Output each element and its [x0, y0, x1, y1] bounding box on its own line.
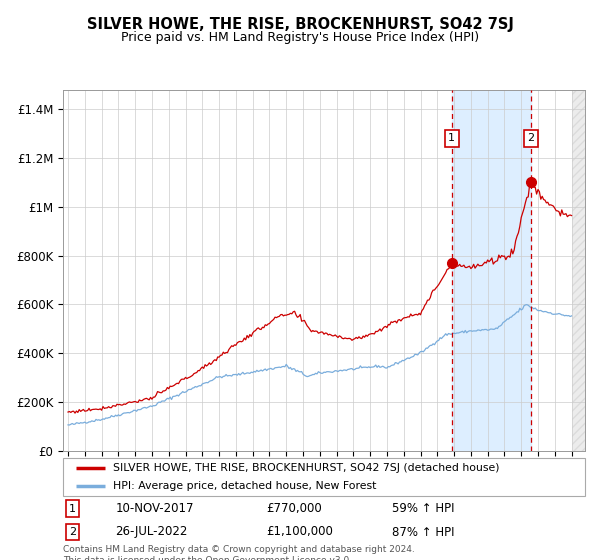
Text: SILVER HOWE, THE RISE, BROCKENHURST, SO42 7SJ (detached house): SILVER HOWE, THE RISE, BROCKENHURST, SO4…	[113, 463, 499, 473]
Text: 1: 1	[448, 133, 455, 143]
Text: 2: 2	[69, 527, 76, 537]
Text: HPI: Average price, detached house, New Forest: HPI: Average price, detached house, New …	[113, 481, 376, 491]
Text: 87% ↑ HPI: 87% ↑ HPI	[392, 525, 454, 539]
Bar	[572, 90, 600, 451]
Text: Contains HM Land Registry data © Crown copyright and database right 2024.
This d: Contains HM Land Registry data © Crown c…	[63, 545, 415, 560]
Text: 1: 1	[69, 503, 76, 514]
Text: SILVER HOWE, THE RISE, BROCKENHURST, SO42 7SJ: SILVER HOWE, THE RISE, BROCKENHURST, SO4…	[86, 17, 514, 32]
Text: 59% ↑ HPI: 59% ↑ HPI	[392, 502, 454, 515]
Text: 26-JUL-2022: 26-JUL-2022	[115, 525, 188, 539]
Text: 2: 2	[527, 133, 535, 143]
Text: £1,100,000: £1,100,000	[266, 525, 334, 539]
Bar	[452, 90, 531, 451]
FancyBboxPatch shape	[63, 458, 585, 496]
Text: £770,000: £770,000	[266, 502, 322, 515]
Text: 10-NOV-2017: 10-NOV-2017	[115, 502, 194, 515]
Text: Price paid vs. HM Land Registry's House Price Index (HPI): Price paid vs. HM Land Registry's House …	[121, 31, 479, 44]
